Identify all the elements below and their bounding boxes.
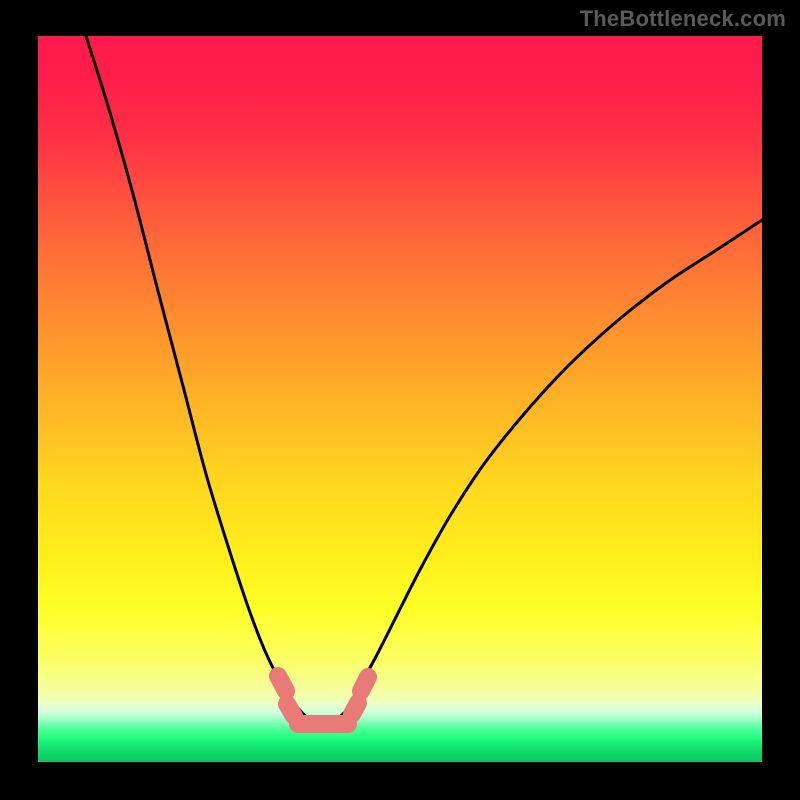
canvas: TheBottleneck.com [0, 0, 800, 800]
watermark-text: TheBottleneck.com [580, 6, 786, 32]
marker-segment-3 [352, 703, 358, 714]
marker-segment-1 [287, 704, 294, 716]
marker-group [278, 676, 368, 724]
plot-area [38, 36, 762, 762]
marker-segment-4 [361, 677, 368, 691]
bottleneck-curve [86, 36, 762, 723]
marker-segment-0 [278, 676, 286, 691]
curve-layer [38, 36, 762, 762]
